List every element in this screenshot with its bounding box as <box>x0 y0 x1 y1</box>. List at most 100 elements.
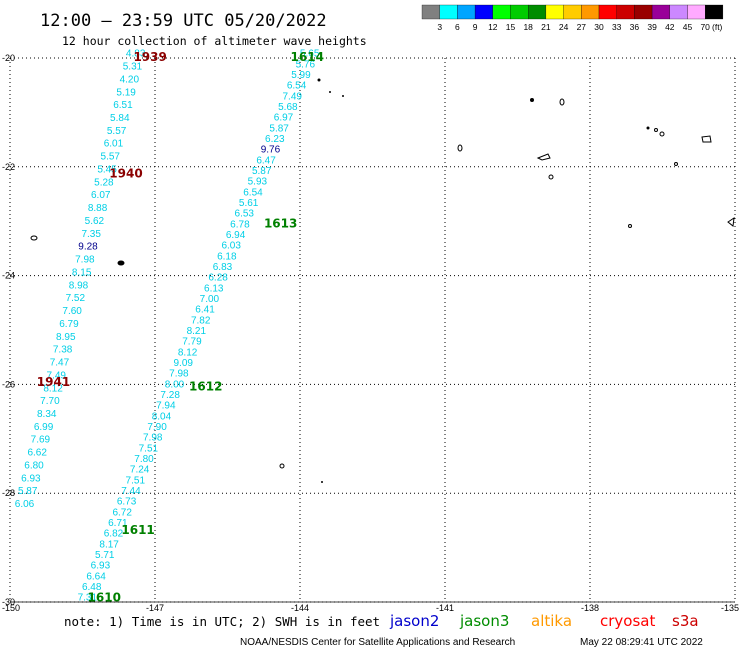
legend-label: 39 <box>647 22 657 32</box>
legend-label: 70 <box>700 22 710 32</box>
legend-swatch <box>705 4 724 20</box>
wave-height-value: 7.90 <box>147 422 167 433</box>
wave-height-value: 6.28 <box>208 273 228 284</box>
island <box>321 481 323 483</box>
wave-height-value: 7.98 <box>143 433 163 444</box>
generated-timestamp: May 22 08:29:41 UTC 2022 <box>580 637 703 648</box>
wave-height-value: 6.01 <box>104 139 124 150</box>
wave-height-value: 7.28 <box>160 390 180 401</box>
satellite-legend: jason2 jason3 altika cryosat s3a <box>389 612 699 630</box>
legend-swatch <box>457 4 476 20</box>
y-tick-label: -22 <box>2 162 15 172</box>
wave-height-value: 6.23 <box>265 134 285 145</box>
legend-swatch <box>651 4 670 20</box>
wave-height-value: 8.95 <box>56 332 76 343</box>
color-legend: 3 6 9 12 15 18 21 24 27 30 33 36 39 42 45 70 (ft) <box>421 4 724 32</box>
legend-label: 18 <box>523 22 533 32</box>
pass-time-label: 1940 <box>109 166 142 180</box>
satellite-name: jason2 <box>389 612 439 630</box>
legend-swatch <box>563 4 582 20</box>
legend-label: 21 <box>541 22 551 32</box>
wave-height-value: 6.97 <box>274 113 294 124</box>
x-tick-label: -144 <box>291 603 309 613</box>
wave-height-value: 9.28 <box>78 242 98 253</box>
wave-height-value: 7.60 <box>62 306 82 317</box>
wave-height-value: 5.28 <box>94 177 114 188</box>
y-tick-label: -20 <box>2 53 15 63</box>
pass-time-label: 1610 <box>88 591 121 605</box>
wave-height-value: 5.68 <box>278 102 298 113</box>
y-tick-label: -24 <box>2 271 15 281</box>
island <box>659 131 665 137</box>
satellite-name: s3a <box>672 612 699 630</box>
wave-height-value: 7.98 <box>75 255 95 266</box>
pass-time-label: 1941 <box>37 375 70 389</box>
satellite-name: altika <box>531 612 572 630</box>
legend-swatch <box>545 4 564 20</box>
wave-height-value: 7.82 <box>191 315 211 326</box>
wave-height-value: 6.07 <box>91 190 111 201</box>
wave-height-value: 5.45 <box>97 164 117 175</box>
island <box>646 126 650 130</box>
wave-height-value: 5.71 <box>95 550 115 561</box>
x-tick-label: -138 <box>581 603 599 613</box>
legend-swatch <box>616 4 635 20</box>
satellite-name: jason3 <box>459 612 509 630</box>
island <box>317 78 321 82</box>
legend-label: 45 <box>683 22 693 32</box>
chart-title: 12:00 – 23:59 UTC 05/20/2022 <box>40 11 327 31</box>
x-tick-label: -147 <box>146 603 164 613</box>
wave-height-value: 6.82 <box>104 529 124 540</box>
wave-height-value: 5.87 <box>269 123 289 134</box>
island <box>701 135 712 143</box>
legend-swatch <box>581 4 600 20</box>
wave-height-value: 6.13 <box>204 283 224 294</box>
wave-height-value: 6.54 <box>243 187 263 198</box>
wave-height-value: 7.35 <box>81 229 101 240</box>
altimeter-tracks: 4.835.314.205.196.515.845.576.015.575.45… <box>15 49 320 604</box>
legend-label: 12 <box>488 22 498 32</box>
y-tick-label: -30 <box>2 597 15 607</box>
island <box>548 174 554 180</box>
wave-height-value: 5.99 <box>291 70 311 81</box>
wave-height-value: 6.80 <box>24 460 44 471</box>
legend-swatch <box>598 4 617 20</box>
legend-swatch <box>474 4 493 20</box>
wave-height-value: 7.79 <box>182 337 202 348</box>
wave-height-value: 7.52 <box>66 293 86 304</box>
island-outlines <box>30 78 735 483</box>
island <box>559 98 565 106</box>
wave-height-value: 7.80 <box>134 454 154 465</box>
island <box>30 235 38 241</box>
wave-height-value: 6.94 <box>226 230 246 241</box>
x-tick-label: -141 <box>436 603 454 613</box>
satellite-name: cryosat <box>600 612 655 630</box>
wave-height-value: 7.31 <box>78 593 98 604</box>
legend-label: 36 <box>630 22 640 32</box>
wave-height-value: 5.62 <box>85 216 105 227</box>
pass-time-label: 1939 <box>133 50 166 64</box>
wave-height-value: 8.88 <box>88 203 108 214</box>
wave-height-value: 7.94 <box>156 401 176 412</box>
axis-ticks: -150 -147 -144 -141 -138 -135 -20 -22 -24 -26 -28 -… <box>2 53 739 613</box>
wave-height-value: 7.00 <box>200 294 220 305</box>
island <box>117 260 125 266</box>
wave-height-value: 8.12 <box>43 383 63 394</box>
wave-height-value: 6.83 <box>213 262 233 273</box>
wave-height-value: 5.84 <box>110 113 130 124</box>
legend-label: 27 <box>577 22 587 32</box>
credit-text: NOAA/NESDIS Center for Satellite Applica… <box>240 637 515 648</box>
legend-swatch <box>528 4 547 20</box>
wave-height-value: 6.73 <box>117 497 137 508</box>
wave-height-value: 6.54 <box>287 81 307 92</box>
legend-swatch <box>421 4 440 20</box>
wave-height-value: 6.72 <box>112 507 132 518</box>
wave-height-value: 5.65 <box>300 49 320 60</box>
legend-swatch <box>492 4 511 20</box>
wave-height-value: 7.51 <box>139 443 159 454</box>
wave-height-value: 7.70 <box>40 396 60 407</box>
wave-height-value: 8.00 <box>165 379 185 390</box>
pass-time-label: 1614 <box>291 50 324 64</box>
wave-height-value: 6.03 <box>221 241 241 252</box>
